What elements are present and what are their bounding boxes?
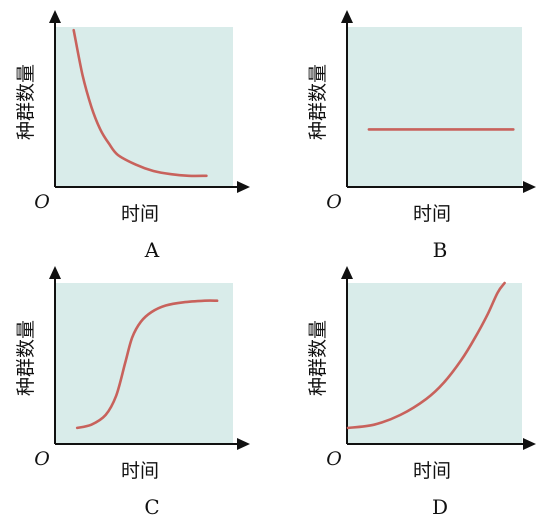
x-axis-label-c: 时间	[121, 460, 159, 482]
population-curve-d	[346, 281, 506, 430]
panel-label-a: A	[144, 238, 160, 262]
x-axis-arrow-b	[523, 181, 536, 193]
plot-background-b	[348, 27, 522, 187]
panel-label-b: B	[433, 238, 448, 262]
population-curve-a	[72, 28, 208, 178]
x-axis-arrow-a	[237, 181, 250, 193]
y-axis-arrow-c	[49, 266, 61, 279]
origin-label-b: O	[326, 191, 342, 213]
origin-label-c: O	[34, 448, 50, 470]
y-axis-label-a: 种群数量	[15, 64, 37, 140]
plot-background-a	[56, 27, 233, 187]
origin-label-d: O	[326, 448, 342, 470]
y-axis-arrow-b	[341, 10, 353, 23]
panel-label-d: D	[432, 495, 448, 519]
panel-b: 种群数量 O 时间 B	[307, 10, 536, 262]
panel-a: 种群数量 O 时间 A	[15, 10, 250, 262]
y-axis-label-c: 种群数量	[15, 320, 37, 396]
origin-label-a: O	[34, 191, 50, 213]
x-axis-label-b: 时间	[413, 203, 451, 225]
y-axis-label-d: 种群数量	[307, 320, 329, 396]
x-axis-label-a: 时间	[121, 203, 159, 225]
x-axis-arrow-d	[523, 438, 536, 450]
y-axis-arrow-d	[341, 266, 353, 279]
plot-background-c	[56, 283, 233, 444]
panel-label-c: C	[144, 495, 159, 519]
y-axis-arrow-a	[49, 10, 61, 23]
panel-c: 种群数量 O 时间 C	[15, 266, 250, 519]
y-axis-label-b: 种群数量	[307, 64, 329, 140]
x-axis-label-d: 时间	[413, 460, 451, 482]
plot-background-d	[348, 283, 522, 444]
panel-d: 种群数量 O 时间 D	[307, 266, 536, 519]
population-curve-c	[75, 299, 219, 430]
x-axis-arrow-c	[237, 438, 250, 450]
